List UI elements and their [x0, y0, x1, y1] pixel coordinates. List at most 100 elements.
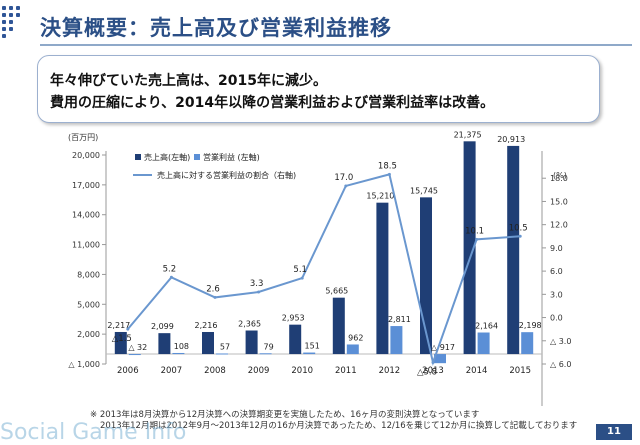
revenue-bar	[376, 202, 389, 355]
revenue-bar	[114, 331, 127, 355]
revenue-data-label: 2,365	[238, 320, 261, 329]
revenue-data-label: 21,375	[454, 130, 482, 139]
category-label: 2014	[466, 366, 488, 376]
profit-data-label: 962	[348, 333, 363, 342]
legend-label-profit: 営業利益 (左軸)	[203, 152, 260, 162]
ratio-point	[300, 276, 304, 280]
profit-data-label: 151	[305, 342, 320, 351]
right-tick-label: 3.0	[550, 290, 563, 299]
revenue-bar	[158, 333, 171, 355]
right-tick-label: 6.0	[550, 267, 563, 276]
left-axis-unit: (百万円)	[68, 133, 98, 142]
category-label: 2009	[248, 366, 270, 376]
ratio-point	[169, 275, 173, 279]
profit-bar	[172, 352, 185, 355]
profit-bar	[390, 326, 403, 355]
left-tick-label: 5,000	[77, 300, 100, 309]
ratio-point	[475, 237, 479, 241]
callout-line-2: 費用の圧縮により、2014年以降の営業利益および営業利益率は改善。	[50, 95, 495, 111]
profit-data-label: 2,164	[475, 322, 498, 331]
revenue-bar	[289, 324, 302, 355]
revenue-bar	[463, 141, 476, 355]
revenue-data-label: 2,217	[107, 321, 130, 330]
left-tick-label: 8,000	[77, 270, 100, 279]
ratio-data-label: 18.5	[378, 161, 397, 171]
right-tick-label: △ 6.0	[550, 360, 571, 369]
category-label: 2007	[161, 366, 183, 376]
revenue-data-label: 2,953	[282, 314, 305, 323]
category-label: 2006	[117, 366, 139, 376]
decorative-dots	[0, 0, 26, 48]
ratio-point	[213, 295, 217, 299]
profit-data-label: 57	[220, 342, 230, 351]
profit-data-label: 108	[174, 342, 189, 351]
page-number: 11	[596, 424, 632, 440]
revenue-data-label: 15,210	[366, 192, 394, 201]
left-tick-label: 14,000	[72, 211, 100, 220]
ratio-point	[431, 360, 435, 364]
right-tick-label: 9.0	[550, 244, 563, 253]
slide-title: 決算概要：売上高及び営業利益推移	[40, 16, 392, 40]
profit-bar	[521, 332, 534, 355]
ratio-data-label: 10.1	[465, 226, 484, 236]
profit-data-label: 2,811	[388, 315, 411, 324]
revenue-data-label: 20,913	[497, 135, 525, 144]
ratio-data-label: 10.5	[509, 223, 528, 233]
revenue-data-label: 2,216	[195, 321, 218, 330]
revenue-bar	[420, 197, 432, 355]
right-tick-label: 18.0	[550, 174, 568, 183]
footnote-line-1: ※ 2013年は8月決算から12月決算への決算期変更を実施したため、16ヶ月の変…	[90, 410, 480, 420]
legend-label-revenue: 売上高(左軸)	[144, 152, 190, 162]
revenue-data-label: 2,099	[151, 322, 174, 331]
legend-swatch-revenue	[135, 154, 141, 160]
category-label: 2013	[422, 366, 444, 376]
revenue-bar	[332, 297, 345, 355]
ratio-data-label: 17.0	[334, 173, 353, 183]
ratio-point	[257, 290, 261, 294]
ratio-data-label: 5.2	[163, 264, 177, 274]
summary-callout: 年々伸びていた売上高は、2015年に減少。 費用の圧縮により、2014年以降の営…	[37, 55, 600, 123]
right-tick-label: 15.0	[550, 197, 568, 206]
revenue-bar	[507, 145, 520, 355]
category-label: 2008	[204, 366, 226, 376]
profit-bar	[346, 344, 359, 355]
right-axis-unit: (%)	[553, 171, 567, 180]
left-tick-label: 17,000	[72, 181, 100, 190]
right-tick-label: 0.0	[550, 314, 563, 323]
callout-line-1: 年々伸びていた売上高は、2015年に減少。	[50, 73, 327, 89]
category-label: 2015	[509, 366, 531, 376]
left-tick-label: 11,000	[72, 241, 100, 250]
profit-bar	[434, 354, 446, 364]
category-label: 2012	[379, 366, 401, 376]
right-tick-label: 12.0	[550, 221, 568, 230]
ratio-data-label: 3.3	[250, 279, 264, 289]
category-label: 2010	[291, 366, 313, 376]
ratio-data-label: 5.1	[293, 265, 307, 275]
profit-bar	[477, 332, 490, 355]
profit-bar	[216, 353, 228, 355]
ratio-point	[387, 172, 391, 176]
profit-data-label: 2,198	[519, 321, 542, 330]
ratio-point	[344, 184, 348, 188]
ratio-point	[126, 327, 130, 331]
profit-data-label: △ 32	[128, 343, 147, 352]
right-tick-label: △ 3.0	[550, 337, 571, 346]
revenue-data-label: 5,665	[325, 287, 348, 296]
profit-data-label: 79	[264, 342, 274, 351]
revenue-bar	[245, 330, 258, 355]
ratio-data-label: △5.8	[417, 367, 437, 377]
left-tick-label: 2,000	[77, 330, 100, 339]
left-tick-label: △ 1,000	[68, 360, 100, 369]
footnote-line-2: 2013年12月期は2012年9月～2013年12月の16か月決算であったため、…	[100, 421, 578, 431]
profit-data-label: △ 917	[431, 343, 455, 352]
profit-bar	[259, 353, 272, 355]
profit-bar	[128, 354, 141, 356]
ratio-data-label: 2.6	[206, 284, 220, 294]
revenue-bar	[202, 331, 214, 355]
revenue-data-label: 15,745	[410, 186, 438, 195]
ratio-data-label: △1.5	[112, 334, 132, 344]
profit-bar	[303, 352, 316, 355]
category-label: 2011	[335, 366, 357, 376]
watermark-logo: Social Game Info	[0, 420, 187, 445]
